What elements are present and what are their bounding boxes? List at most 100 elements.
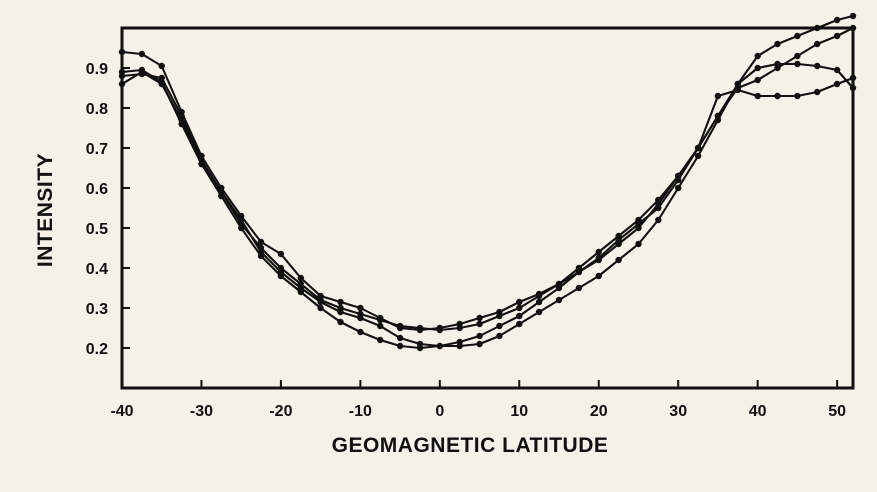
y-axis: 0.2 0.3 0.4 0.5 0.6 0.7 0.8 0.9 [86, 61, 130, 358]
data-point [138, 50, 146, 58]
data-point [337, 308, 344, 316]
data-point [277, 250, 285, 258]
data-point [357, 314, 364, 322]
data-point [396, 322, 404, 330]
y-tick-label: 0.2 [86, 341, 108, 358]
data-point [416, 340, 424, 348]
data-point [436, 342, 443, 350]
data-point [138, 66, 146, 74]
data-point [814, 88, 821, 96]
data-point [317, 304, 324, 312]
series-line [121, 14, 854, 350]
data-point [516, 320, 523, 328]
data-point [655, 216, 662, 224]
data-point [794, 52, 801, 60]
data-point [257, 238, 265, 246]
data-point [377, 322, 384, 330]
x-tick-label: 50 [828, 403, 846, 420]
data-point [849, 12, 857, 20]
data-point [814, 62, 821, 70]
x-tick-label: 10 [510, 403, 528, 420]
series-4 [118, 66, 857, 350]
series-line [121, 50, 854, 332]
series-line [121, 27, 854, 332]
data-point [277, 268, 285, 276]
y-tick-label: 0.7 [86, 141, 108, 158]
data-point [257, 248, 265, 256]
x-tick-label: 0 [435, 403, 444, 420]
data-point [377, 336, 384, 344]
y-tick-label: 0.9 [86, 61, 108, 78]
data-point [357, 328, 364, 336]
data-point [178, 120, 185, 128]
series-2 [118, 24, 857, 334]
data-point [158, 62, 165, 70]
data-point [496, 312, 503, 320]
x-tick-label: -40 [110, 403, 133, 420]
data-point [516, 304, 523, 312]
y-tick-label: 0.8 [86, 101, 108, 118]
data-point [456, 338, 463, 346]
data-point [555, 296, 563, 304]
data-point [476, 314, 483, 322]
data-point [535, 292, 543, 300]
x-axis: -40 -30 -20 -10 0 10 20 30 40 50 [110, 380, 846, 420]
y-tick-label: 0.5 [86, 221, 108, 238]
data-point [794, 92, 801, 100]
data-point [714, 116, 722, 124]
data-point [833, 32, 841, 40]
data-point [118, 48, 126, 56]
data-point [714, 92, 722, 100]
data-point [476, 340, 483, 348]
data-point [218, 188, 225, 196]
data-point [635, 220, 642, 228]
data-point [496, 322, 503, 330]
data-point [595, 254, 602, 262]
series-layer [118, 12, 857, 352]
data-point [734, 86, 741, 94]
data-point [615, 256, 622, 264]
data-point [337, 298, 344, 306]
data-point [655, 204, 662, 212]
data-point [238, 216, 245, 224]
data-point [595, 272, 602, 280]
y-tick-label: 0.3 [86, 301, 108, 318]
y-tick-label: 0.4 [86, 261, 108, 278]
data-point [794, 60, 801, 68]
data-point [516, 298, 523, 306]
x-tick-label: -30 [190, 403, 213, 420]
data-point [238, 224, 245, 232]
data-point [337, 318, 344, 326]
data-point [575, 268, 583, 276]
data-point [655, 196, 662, 204]
x-tick-label: 30 [669, 403, 687, 420]
data-point [357, 304, 364, 312]
data-point [456, 324, 463, 332]
data-point [694, 152, 702, 160]
data-point [833, 66, 841, 74]
data-point [754, 52, 761, 60]
data-point [535, 308, 543, 316]
data-point [158, 78, 165, 86]
data-point [774, 92, 781, 100]
data-point [774, 40, 781, 48]
data-point [396, 334, 404, 342]
data-point [675, 184, 682, 192]
data-point [416, 324, 424, 332]
data-point [516, 312, 523, 320]
data-point [754, 76, 761, 84]
data-point [675, 176, 682, 184]
data-point [575, 284, 583, 292]
data-point [754, 92, 761, 100]
data-point [436, 326, 443, 334]
data-point [297, 274, 304, 282]
data-point [198, 160, 205, 168]
data-point [595, 248, 602, 256]
data-point [774, 64, 781, 72]
data-point [734, 80, 741, 88]
data-point [496, 332, 503, 340]
x-tick-label: -20 [269, 403, 292, 420]
data-point [754, 64, 761, 72]
data-point [535, 298, 543, 306]
